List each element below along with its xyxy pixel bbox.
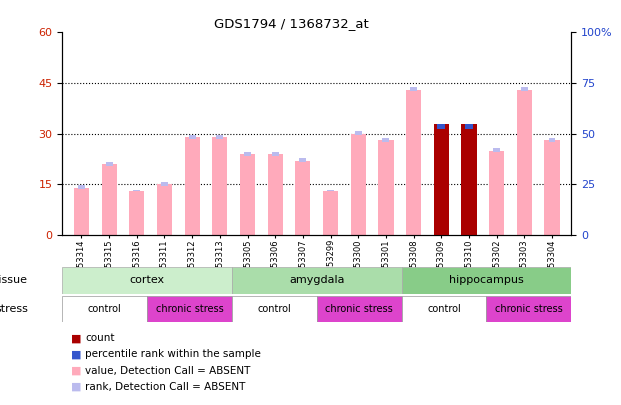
Text: amygdala: amygdala: [289, 275, 345, 286]
Bar: [493, 148, 500, 152]
Bar: [465, 124, 473, 129]
Text: percentile rank within the sample: percentile rank within the sample: [85, 350, 261, 359]
Bar: [189, 134, 196, 139]
Bar: [240, 154, 255, 235]
Bar: [147, 296, 232, 322]
Text: chronic stress: chronic stress: [155, 304, 224, 314]
Bar: [106, 162, 112, 166]
Bar: [299, 158, 306, 162]
Bar: [102, 164, 117, 235]
Bar: [378, 141, 394, 235]
Bar: [402, 267, 571, 294]
Bar: [295, 161, 310, 235]
Bar: [355, 131, 361, 135]
Text: rank, Detection Call = ABSENT: rank, Detection Call = ABSENT: [85, 382, 245, 392]
Bar: [268, 154, 283, 235]
Text: control: control: [427, 304, 461, 314]
Text: count: count: [85, 333, 115, 343]
Bar: [78, 185, 85, 190]
Bar: [438, 144, 444, 235]
Text: value, Detection Call = ABSENT: value, Detection Call = ABSENT: [85, 366, 250, 375]
Bar: [62, 267, 232, 294]
Bar: [212, 137, 227, 235]
Bar: [157, 184, 172, 235]
Bar: [410, 87, 417, 92]
Bar: [466, 146, 471, 235]
Text: ■: ■: [71, 382, 82, 392]
Bar: [217, 134, 224, 139]
Text: hippocampus: hippocampus: [449, 275, 524, 286]
Bar: [464, 124, 474, 235]
Text: tissue: tissue: [0, 275, 28, 286]
Bar: [317, 296, 402, 322]
Bar: [161, 182, 168, 186]
Text: stress: stress: [0, 304, 28, 314]
Bar: [184, 137, 200, 235]
Bar: [351, 134, 366, 235]
Text: ■: ■: [71, 333, 82, 343]
Text: ■: ■: [71, 366, 82, 375]
Text: control: control: [257, 304, 291, 314]
Title: GDS1794 / 1368732_at: GDS1794 / 1368732_at: [214, 17, 369, 30]
Bar: [232, 267, 402, 294]
Bar: [62, 296, 147, 322]
Text: ■: ■: [71, 350, 82, 359]
Bar: [272, 151, 279, 156]
Bar: [545, 141, 560, 235]
Bar: [383, 138, 389, 142]
Bar: [323, 191, 338, 235]
Bar: [244, 151, 251, 156]
Bar: [437, 124, 445, 129]
Bar: [489, 151, 504, 235]
Bar: [517, 90, 532, 235]
Bar: [406, 90, 421, 235]
Bar: [129, 191, 145, 235]
Bar: [232, 296, 317, 322]
Bar: [74, 188, 89, 235]
Bar: [327, 190, 334, 191]
Bar: [548, 138, 555, 142]
Text: chronic stress: chronic stress: [325, 304, 393, 314]
Bar: [402, 296, 486, 322]
Text: chronic stress: chronic stress: [495, 304, 563, 314]
Text: cortex: cortex: [129, 275, 165, 286]
Bar: [461, 124, 476, 235]
Bar: [436, 124, 446, 235]
Text: control: control: [88, 304, 122, 314]
Bar: [486, 296, 571, 322]
Bar: [433, 124, 449, 235]
Bar: [521, 87, 528, 92]
Bar: [134, 190, 140, 191]
